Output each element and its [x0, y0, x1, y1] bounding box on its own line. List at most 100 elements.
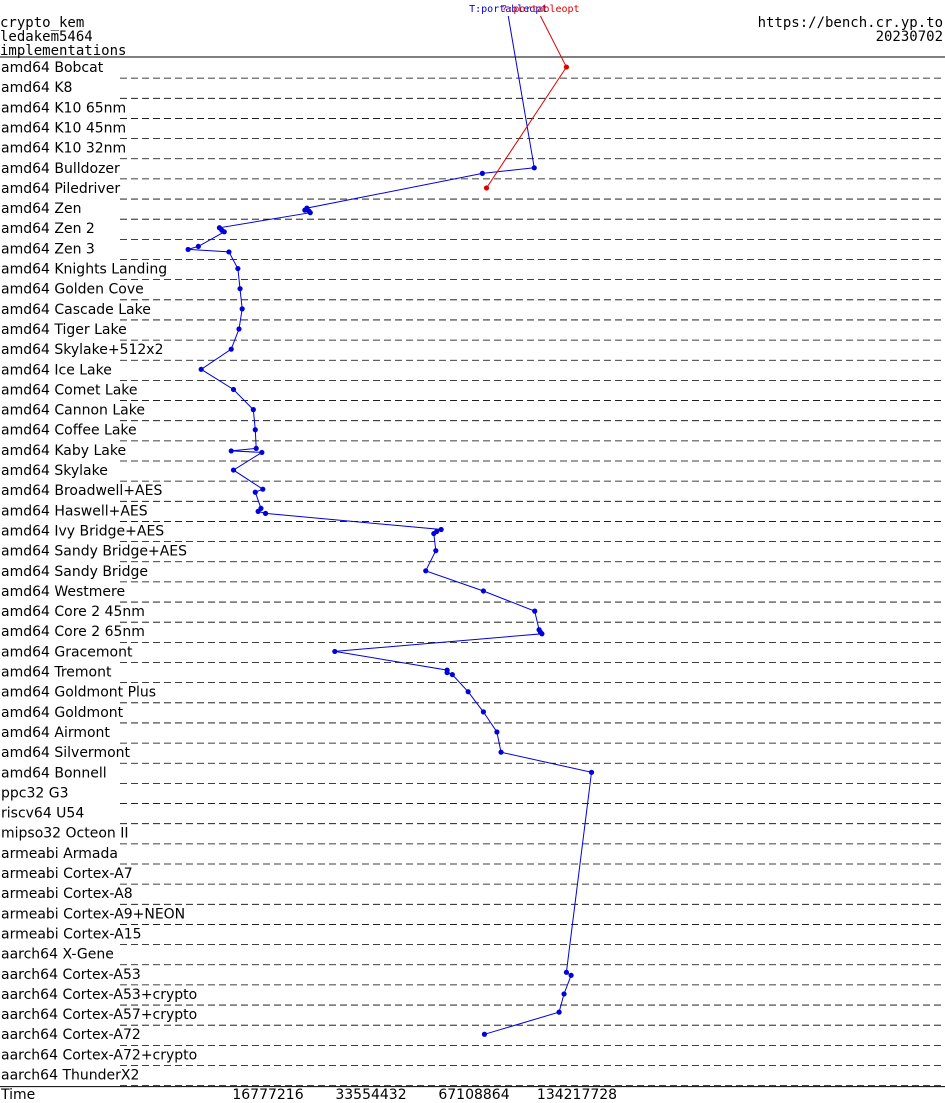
data-point — [588, 769, 595, 775]
row-label: aarch64 Cortex-A57+crypto — [1, 1007, 197, 1023]
row-label: riscv64 U54 — [1, 806, 84, 822]
data-point — [479, 170, 485, 176]
row-label: aarch64 ThunderX2 — [1, 1068, 139, 1084]
data-point — [480, 709, 487, 715]
data-point — [494, 729, 500, 735]
row-label: amd64 Gracemont — [1, 644, 133, 660]
data-point — [498, 749, 504, 755]
data-point — [563, 969, 570, 975]
x-axis-label: Time — [0, 1087, 35, 1103]
row-label: amd64 Coffee Lake — [1, 423, 137, 439]
data-point — [198, 366, 204, 372]
header-site: https://bench.cr.yp.to — [757, 15, 943, 31]
header-implementations: implementations — [0, 43, 127, 59]
data-point — [239, 306, 245, 312]
data-point — [250, 407, 256, 413]
row-label: amd64 Airmont — [1, 725, 110, 741]
row-label: armeabi Cortex-A9+NEON — [1, 906, 185, 922]
x-tick-label: 67108864 — [438, 1087, 509, 1103]
row-label: amd64 Sandy Bridge+AES — [1, 544, 187, 560]
row-label: amd64 Tremont — [1, 665, 112, 681]
data-point — [195, 243, 201, 250]
row-label: armeabi Cortex-A7 — [1, 866, 133, 882]
series-name-label: ?:portableopt — [501, 4, 579, 15]
data-point — [262, 510, 269, 516]
data-point — [230, 386, 237, 393]
data-point — [423, 568, 429, 574]
data-point — [259, 449, 265, 456]
data-point — [483, 185, 490, 191]
data-point — [253, 445, 259, 452]
header-primitive: crypto_kem — [0, 15, 85, 31]
data-point — [228, 346, 234, 352]
row-label: amd64 Silvermont — [1, 745, 131, 761]
row-label: amd64 Knights Landing — [1, 262, 167, 278]
row-label: amd64 Zen 3 — [1, 241, 95, 257]
row-label: amd64 Core 2 65nm — [1, 624, 145, 640]
data-point — [433, 548, 439, 554]
data-point — [228, 448, 234, 454]
header-date: 20230702 — [875, 29, 943, 45]
data-point — [185, 246, 191, 253]
row-label: amd64 Cannon Lake — [1, 403, 145, 419]
row-label: amd64 Zen — [1, 201, 81, 217]
row-label: amd64 Cascade Lake — [1, 302, 151, 318]
row-label: ppc32 G3 — [1, 785, 69, 801]
row-label: aarch64 Cortex-A53 — [1, 967, 141, 983]
data-point — [532, 608, 538, 614]
data-point — [332, 648, 338, 655]
data-point — [302, 207, 308, 213]
series-layer: T:portableopt?:portableopt — [185, 4, 595, 1037]
row-label: aarch64 Cortex-A53+crypto — [1, 987, 197, 1003]
data-point — [480, 588, 487, 594]
header-algorithm: ledakem5464 — [0, 29, 93, 45]
data-point — [226, 249, 232, 255]
series-label-leader — [507, 15, 535, 168]
data-point — [255, 508, 261, 514]
data-point — [539, 631, 545, 637]
row-label: amd64 Skylake — [1, 463, 108, 479]
row-label: aarch64 X-Gene — [1, 947, 114, 963]
row-labels: amd64 Bobcat amd64 K8 amd64 K10 65nm amd64 … — [1, 60, 197, 1084]
data-point — [431, 530, 437, 537]
data-point — [236, 326, 242, 332]
row-label: amd64 K10 32nm — [1, 141, 126, 157]
data-point — [481, 1031, 488, 1037]
data-point — [230, 467, 237, 473]
series-line — [187, 167, 593, 1035]
row-label: amd64 K8 — [1, 80, 72, 96]
data-point — [252, 427, 258, 433]
row-label: amd64 Skylake+512x2 — [1, 342, 163, 358]
x-axis: Time 16777216 33554432 67108864 134217728 — [0, 1086, 945, 1103]
row-label: amd64 Bonnell — [1, 765, 107, 781]
data-point — [568, 972, 574, 978]
data-point — [438, 526, 444, 533]
data-point — [235, 265, 241, 272]
row-label: amd64 Westmere — [1, 584, 125, 600]
row-label: armeabi Cortex-A15 — [1, 926, 142, 942]
row-label: amd64 Kaby Lake — [1, 443, 126, 459]
data-point — [449, 671, 455, 678]
row-label: armeabi Cortex-A8 — [1, 886, 133, 902]
row-label: amd64 Golden Cove — [1, 282, 144, 298]
series-name-label: T:portableopt — [469, 4, 547, 15]
row-label: amd64 Broadwell+AES — [1, 483, 162, 499]
row-label: mipso32 Octeon II — [1, 826, 129, 842]
row-label: amd64 Tiger Lake — [1, 322, 127, 338]
row-label: amd64 K10 65nm — [1, 100, 126, 116]
x-tick-label: 134217728 — [537, 1087, 617, 1103]
data-point — [237, 286, 243, 292]
row-label: amd64 Haswell+AES — [1, 503, 148, 519]
data-point — [556, 1009, 562, 1015]
x-tick-label: 33554432 — [335, 1087, 406, 1103]
data-point — [465, 689, 471, 695]
row-label: amd64 Ivy Bridge+AES — [1, 523, 164, 539]
data-point — [531, 165, 537, 171]
row-label: amd64 Goldmont Plus — [1, 685, 156, 701]
row-label: amd64 Piledriver — [1, 181, 120, 197]
row-label: amd64 Core 2 45nm — [1, 604, 145, 620]
series-line — [486, 66, 567, 189]
row-label: amd64 Sandy Bridge — [1, 564, 148, 580]
series-label-leader — [539, 15, 567, 68]
